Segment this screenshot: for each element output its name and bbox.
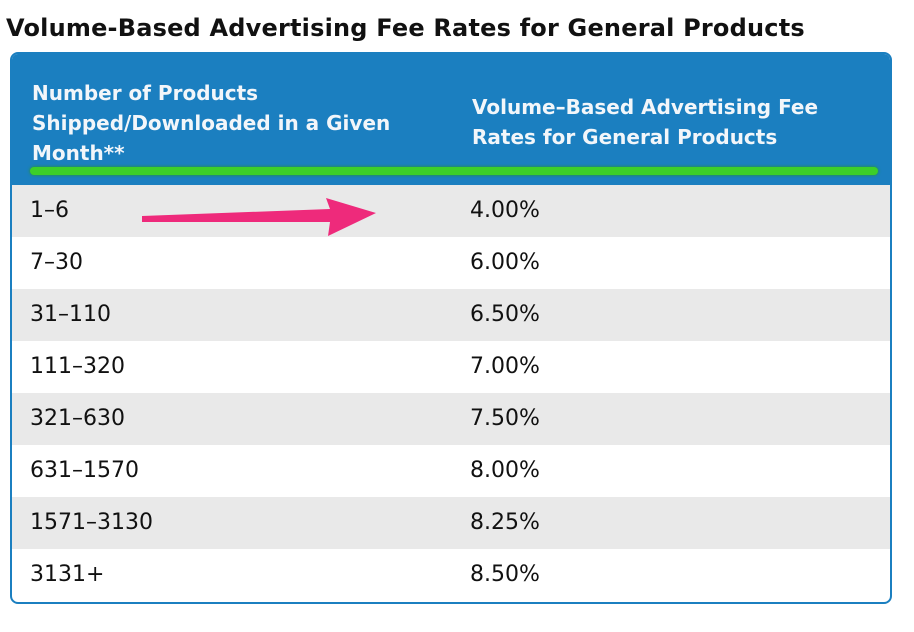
products-range: 7–30 [30,250,83,275]
fee-rate-table: Number of Products Shipped/Downloaded in… [10,52,892,604]
table-row: 321–630 7.50% [12,393,890,445]
table-row: 7–30 6.00% [12,237,890,289]
fee-rate: 7.50% [470,406,540,431]
table-row: 31–110 6.50% [12,289,890,341]
products-range: 3131+ [30,562,105,587]
products-range: 111–320 [30,354,125,379]
header-fee-rate: Volume–Based Advertising Fee Rates for G… [472,95,819,149]
products-range: 31–110 [30,302,111,327]
fee-rate: 6.00% [470,250,540,275]
table-row: 1571–3130 8.25% [12,497,890,549]
fee-rate: 7.00% [470,354,540,379]
table-header: Number of Products Shipped/Downloaded in… [12,54,890,185]
fee-rate: 4.00% [470,198,540,223]
table-row: 3131+ 8.50% [12,549,890,601]
table-row: 1–6 4.00% [12,185,890,237]
products-range: 1571–3130 [30,510,153,535]
page-title: Volume-Based Advertising Fee Rates for G… [6,14,805,42]
table-row: 111–320 7.00% [12,341,890,393]
fee-rate: 8.25% [470,510,540,535]
products-range: 1–6 [30,198,69,223]
products-range: 321–630 [30,406,125,431]
fee-rate: 8.50% [470,562,540,587]
table-row: 631–1570 8.00% [12,445,890,497]
header-products-count: Number of Products Shipped/Downloaded in… [32,81,391,165]
header-accent-bar [30,167,878,175]
fee-rate: 8.00% [470,458,540,483]
products-range: 631–1570 [30,458,139,483]
fee-rate: 6.50% [470,302,540,327]
